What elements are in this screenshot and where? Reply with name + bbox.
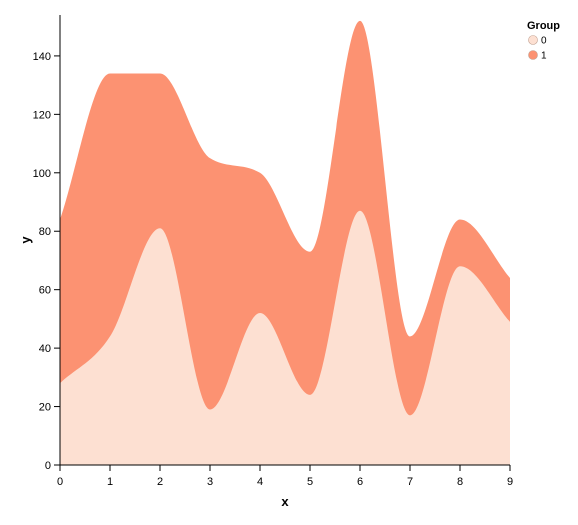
x-tick-label: 4 [257,476,263,488]
y-tick-label: 60 [39,285,51,297]
plot-area [60,20,510,466]
legend: Group 0 1 [527,20,560,62]
y-axis-title: y [18,236,33,244]
y-tick-label: 20 [39,402,51,414]
legend-swatch [528,35,538,45]
y-tick-label: 140 [33,51,51,63]
x-tick-label: 9 [507,476,513,488]
y-tick-label: 40 [39,343,51,355]
x-tick-label: 1 [107,476,113,488]
x-axis: 0 1 2 3 4 5 6 7 8 9 [57,464,513,488]
x-tick-label: 2 [157,476,163,488]
x-tick-label: 7 [407,476,413,488]
legend-swatch [528,50,538,60]
y-tick-label: 120 [33,109,51,121]
x-tick-label: 5 [307,476,313,488]
x-tick-label: 3 [207,476,213,488]
y-tick-label: 0 [45,460,51,472]
y-tick-label: 100 [33,168,51,180]
x-tick-label: 0 [57,476,63,488]
legend-label: 0 [541,36,547,47]
y-axis: 0 20 40 60 80 100 120 140 [33,15,61,472]
x-tick-label: 8 [457,476,463,488]
legend-label: 1 [541,51,547,62]
x-tick-label: 6 [357,476,363,488]
y-tick-label: 80 [39,226,51,238]
legend-title: Group [527,20,560,32]
x-axis-title: x [281,494,289,509]
area-series-0 [60,210,510,465]
